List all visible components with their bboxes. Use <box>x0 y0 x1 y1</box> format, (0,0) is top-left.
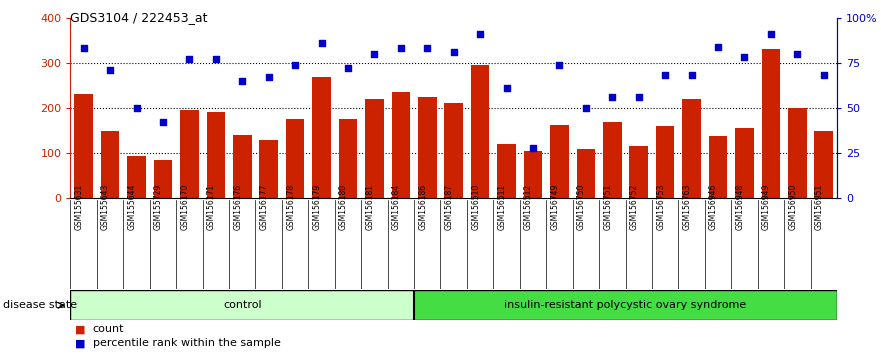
Bar <box>391 92 410 198</box>
Text: ■: ■ <box>75 324 85 334</box>
Point <box>817 73 831 78</box>
Text: insulin-resistant polycystic ovary syndrome: insulin-resistant polycystic ovary syndr… <box>505 300 746 310</box>
Point <box>632 94 646 100</box>
Text: GSM156184: GSM156184 <box>392 184 401 230</box>
Bar <box>365 99 383 198</box>
Bar <box>338 119 357 198</box>
Bar <box>180 110 198 198</box>
Point <box>552 62 566 68</box>
Text: count: count <box>93 324 124 334</box>
Text: GSM155631: GSM155631 <box>75 184 84 230</box>
Text: GSM156171: GSM156171 <box>207 184 216 230</box>
Bar <box>206 113 226 198</box>
Text: GSM156751: GSM156751 <box>603 184 612 230</box>
Point <box>685 73 699 78</box>
Text: GSM156749: GSM156749 <box>551 184 559 230</box>
Point <box>790 51 804 57</box>
Bar <box>100 131 119 198</box>
Text: GSM155643: GSM155643 <box>101 184 110 230</box>
Bar <box>418 97 436 198</box>
Point <box>77 46 91 51</box>
Point <box>156 120 170 125</box>
Text: GSM156948: GSM156948 <box>736 184 744 230</box>
Text: GSM156511: GSM156511 <box>498 184 507 230</box>
Point <box>764 31 778 37</box>
Bar <box>708 136 727 198</box>
Bar <box>603 122 621 198</box>
Point <box>288 62 302 68</box>
Point <box>605 94 619 100</box>
Bar <box>414 290 837 320</box>
Bar <box>285 119 304 198</box>
Point <box>658 73 672 78</box>
Point <box>394 46 408 51</box>
Point <box>500 85 514 91</box>
Text: GSM156179: GSM156179 <box>313 184 322 230</box>
Text: GSM155644: GSM155644 <box>128 184 137 230</box>
Bar <box>127 156 145 198</box>
Text: GSM156512: GSM156512 <box>524 184 533 230</box>
Text: GSM156753: GSM156753 <box>656 184 665 230</box>
Text: GSM156750: GSM156750 <box>577 184 586 230</box>
Text: GSM156946: GSM156946 <box>709 184 718 230</box>
Point <box>235 78 249 84</box>
Text: GSM156187: GSM156187 <box>445 184 454 230</box>
Point <box>103 67 117 73</box>
Bar <box>259 141 278 198</box>
Text: GSM156170: GSM156170 <box>181 184 189 230</box>
Point <box>579 105 593 111</box>
Point <box>526 145 540 150</box>
Bar <box>153 160 172 198</box>
Text: GSM156181: GSM156181 <box>366 184 374 230</box>
Point <box>262 74 276 80</box>
Point <box>130 105 144 111</box>
Point <box>341 65 355 71</box>
Text: GSM156763: GSM156763 <box>683 184 692 230</box>
Bar <box>233 135 252 198</box>
Point <box>737 55 751 60</box>
Text: GSM156752: GSM156752 <box>630 184 639 230</box>
Text: ■: ■ <box>75 338 85 348</box>
Bar <box>312 77 330 198</box>
Point <box>420 46 434 51</box>
Text: GSM156951: GSM156951 <box>815 184 824 230</box>
Bar <box>523 151 542 198</box>
Text: disease state: disease state <box>3 300 77 310</box>
Text: GSM156176: GSM156176 <box>233 184 242 230</box>
Bar <box>788 108 806 198</box>
Text: GSM156177: GSM156177 <box>260 184 269 230</box>
Point <box>315 40 329 46</box>
Text: GSM156178: GSM156178 <box>286 184 295 230</box>
Bar <box>74 95 93 198</box>
Bar <box>576 149 595 198</box>
Text: GSM156180: GSM156180 <box>339 184 348 230</box>
Point <box>367 51 381 57</box>
Bar <box>444 103 463 198</box>
Bar <box>629 146 648 198</box>
Bar <box>470 65 489 198</box>
Bar <box>761 49 780 198</box>
Bar <box>550 125 568 198</box>
Point <box>209 56 223 62</box>
Text: GSM155729: GSM155729 <box>154 184 163 230</box>
Point <box>711 44 725 50</box>
Text: GSM156949: GSM156949 <box>762 184 771 230</box>
Point <box>182 56 196 62</box>
Bar <box>497 144 515 198</box>
Bar <box>682 99 700 198</box>
Point <box>473 31 487 37</box>
Text: control: control <box>223 300 262 310</box>
Bar <box>70 290 414 320</box>
Bar <box>735 128 753 198</box>
Text: GSM156510: GSM156510 <box>471 184 480 230</box>
Text: GSM156950: GSM156950 <box>788 184 797 230</box>
Point <box>447 49 461 55</box>
Text: GDS3104 / 222453_at: GDS3104 / 222453_at <box>70 11 208 24</box>
Bar <box>814 131 833 198</box>
Bar <box>655 126 674 198</box>
Text: percentile rank within the sample: percentile rank within the sample <box>93 338 280 348</box>
Text: GSM156186: GSM156186 <box>418 184 427 230</box>
